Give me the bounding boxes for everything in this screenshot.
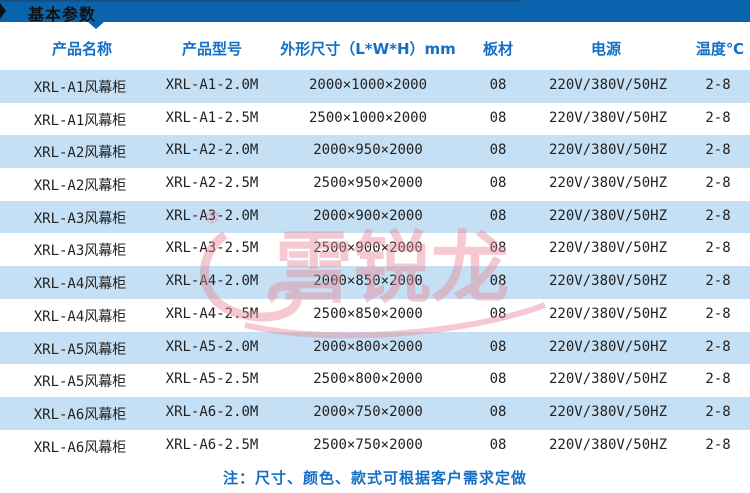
table-row: XRL-A3风幕柜 XRL-A3-2.0M 2000×900×2000 08 220V/… xyxy=(0,200,750,234)
cell-model: XRL-A4-2.0M xyxy=(165,273,259,290)
header-power: 电源 xyxy=(590,40,622,58)
cell-model: XRL-A1-2.5M xyxy=(165,109,259,126)
table-row: XRL-A4风幕柜 XRL-A4-2.0M 2000×850×2000 08 220V/… xyxy=(0,266,750,299)
cell-model: XRL-A2-2.0M xyxy=(165,142,259,159)
cell-temperature: 2-8 xyxy=(705,240,731,257)
cell-product-name: XRL-A5风幕柜 xyxy=(33,374,127,391)
cell-dimensions: 2500×900×2000 xyxy=(313,240,423,257)
cell-model: XRL-A2-2.5M xyxy=(165,175,259,192)
footer-note: 注：尺寸、颜色、款式可根据客户需求定做 xyxy=(222,469,527,487)
cell-power: 220V/380V/50HZ xyxy=(548,273,668,290)
cell-dimensions: 2500×750×2000 xyxy=(313,436,423,453)
cell-power: 220V/380V/50HZ xyxy=(548,371,668,388)
cell-model: XRL-A3-2.5M xyxy=(165,240,259,257)
cell-power: 220V/380V/50HZ xyxy=(548,142,668,159)
header-model: 产品型号 xyxy=(181,40,243,58)
cell-material: 08 xyxy=(489,142,507,159)
cell-temperature: 2-8 xyxy=(705,305,731,322)
cell-dimensions: 2500×950×2000 xyxy=(313,175,423,192)
cell-temperature: 2-8 xyxy=(705,109,731,126)
cell-material: 08 xyxy=(489,305,507,322)
cell-dimensions: 2000×900×2000 xyxy=(313,207,423,224)
cell-model: XRL-A5-2.5M xyxy=(165,371,259,388)
cell-product-name: XRL-A2风幕柜 xyxy=(33,145,127,162)
cell-power: 220V/380V/50HZ xyxy=(548,109,668,126)
header-material: 板材 xyxy=(482,40,514,58)
cell-material: 08 xyxy=(489,207,507,224)
cell-power: 220V/380V/50HZ xyxy=(548,403,668,420)
header-line xyxy=(0,0,520,2)
cell-product-name: XRL-A6风幕柜 xyxy=(33,439,127,456)
cell-product-name: XRL-A5风幕柜 xyxy=(33,341,127,358)
cell-temperature: 2-8 xyxy=(705,371,731,388)
cell-material: 08 xyxy=(489,371,507,388)
cell-temperature: 2-8 xyxy=(705,142,731,159)
table-row: XRL-A1风幕柜 XRL-A1-2.5M 2500×1000×2000 08 220V… xyxy=(0,103,750,136)
cell-dimensions: 2000×950×2000 xyxy=(313,142,423,159)
cell-material: 08 xyxy=(489,109,507,126)
header-dimensions: 外形尺寸（L*W*H）mm xyxy=(280,40,456,58)
cell-power: 220V/380V/50HZ xyxy=(548,207,668,224)
cell-power: 220V/380V/50HZ xyxy=(548,240,668,257)
cell-product-name: XRL-A3风幕柜 xyxy=(33,210,127,227)
cell-product-name: XRL-A4风幕柜 xyxy=(33,308,127,325)
spec-table: XRL-A1风幕柜 XRL-A1-2.0M 2000×1000×2000 08 220V… xyxy=(0,70,750,462)
cell-power: 220V/380V/50HZ xyxy=(548,175,668,192)
cell-product-name: XRL-A6风幕柜 xyxy=(33,406,127,423)
table-row: XRL-A6风幕柜 XRL-A6-2.5M 2500×750×2000 08 220V/… xyxy=(0,430,750,463)
cell-material: 08 xyxy=(489,240,507,257)
table-row: XRL-A5风幕柜 XRL-A5-2.5M 2500×800×2000 08 220V/… xyxy=(0,364,750,397)
cell-dimensions: 2000×850×2000 xyxy=(313,273,423,290)
table-row: XRL-A1风幕柜 XRL-A1-2.0M 2000×1000×2000 08 220V… xyxy=(0,70,750,103)
cell-product-name: XRL-A3风幕柜 xyxy=(33,243,127,260)
cell-material: 08 xyxy=(489,403,507,420)
cell-dimensions: 2500×1000×2000 xyxy=(308,109,428,126)
cell-temperature: 2-8 xyxy=(705,175,731,192)
cell-dimensions: 2000×1000×2000 xyxy=(308,77,428,93)
cell-power: 220V/380V/50HZ xyxy=(548,305,668,322)
cell-temperature: 2-8 xyxy=(705,273,731,290)
cell-dimensions: 2000×750×2000 xyxy=(313,403,423,420)
cell-temperature: 2-8 xyxy=(705,403,731,420)
section-title: 基本参数 xyxy=(28,5,97,24)
cell-power: 220V/380V/50HZ xyxy=(548,436,668,453)
cell-product-name: XRL-A1风幕柜 xyxy=(33,80,127,96)
table-row: XRL-A5风幕柜 XRL-A5-2.0M 2000×800×2000 08 220V/… xyxy=(0,331,750,365)
cell-material: 08 xyxy=(489,77,507,93)
header-temperature: 温度℃ xyxy=(695,40,745,58)
table-row: XRL-A2风幕柜 XRL-A2-2.5M 2500×950×2000 08 220V/… xyxy=(0,168,750,201)
section-header-bar: 基本参数 xyxy=(0,0,750,24)
cell-dimensions: 2500×850×2000 xyxy=(313,305,423,322)
cell-dimensions: 2000×800×2000 xyxy=(313,338,423,355)
cell-dimensions: 2500×800×2000 xyxy=(313,371,423,388)
cell-material: 08 xyxy=(489,273,507,290)
cell-product-name: XRL-A1风幕柜 xyxy=(33,112,127,129)
cell-model: XRL-A3-2.0M xyxy=(165,207,259,224)
cell-temperature: 2-8 xyxy=(705,207,731,224)
cell-material: 08 xyxy=(489,175,507,192)
cell-material: 08 xyxy=(489,338,507,355)
cell-temperature: 2-8 xyxy=(705,436,731,453)
cell-model: XRL-A5-2.0M xyxy=(165,338,259,355)
cell-material: 08 xyxy=(489,436,507,453)
chevron-right-icon xyxy=(0,3,6,19)
header-product-name: 产品名称 xyxy=(51,40,113,58)
cell-temperature: 2-8 xyxy=(705,77,731,93)
cell-model: XRL-A6-2.5M xyxy=(165,436,259,453)
cell-temperature: 2-8 xyxy=(705,338,731,355)
table-header: 产品名称 产品型号 外形尺寸（L*W*H）mm 板材 电源 温度℃ xyxy=(0,38,750,64)
cell-power: 220V/380V/50HZ xyxy=(548,77,668,93)
cell-model: XRL-A6-2.0M xyxy=(165,403,259,420)
table-row: XRL-A4风幕柜 XRL-A4-2.5M 2500×850×2000 08 220V/… xyxy=(0,299,750,332)
header-notch xyxy=(88,22,104,29)
cell-product-name: XRL-A2风幕柜 xyxy=(33,178,127,195)
cell-model: XRL-A1-2.0M xyxy=(165,77,259,93)
cell-product-name: XRL-A4风幕柜 xyxy=(33,276,127,293)
cell-model: XRL-A4-2.5M xyxy=(165,305,259,322)
table-row: XRL-A6风幕柜 XRL-A6-2.0M 2000×750×2000 08 220V/… xyxy=(0,396,750,430)
cell-power: 220V/380V/50HZ xyxy=(548,338,668,355)
table-row: XRL-A2风幕柜 XRL-A2-2.0M 2000×950×2000 08 220V/… xyxy=(0,135,750,169)
table-row: XRL-A3风幕柜 XRL-A3-2.5M 2500×900×2000 08 220V/… xyxy=(0,233,750,266)
